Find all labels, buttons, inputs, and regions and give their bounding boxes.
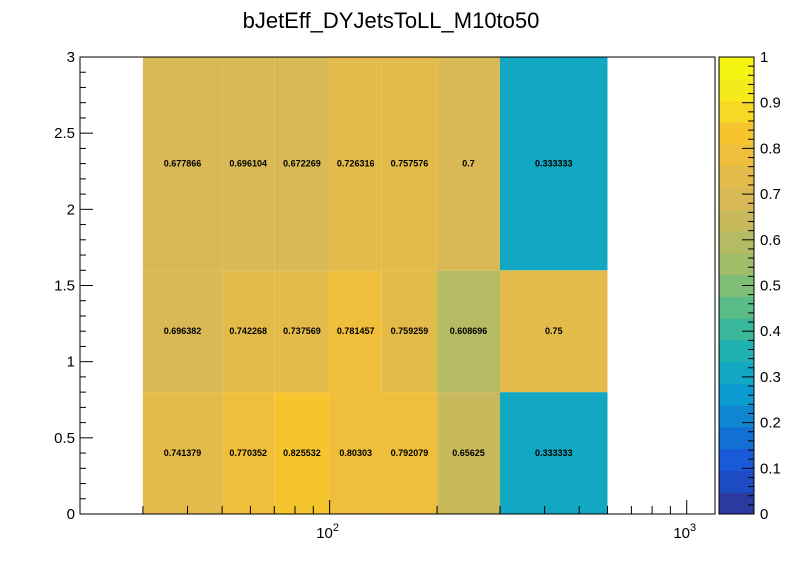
heatmap-cell: [142, 270, 223, 393]
colorbar-tick-label: 0.8: [760, 140, 781, 157]
heatmap-cell: [274, 270, 330, 393]
colorbar-tick-label: 0.4: [760, 323, 781, 340]
heatmap-cell: [329, 270, 382, 393]
heatmap-cell: [499, 392, 608, 514]
colorbar-swatch: [719, 448, 754, 471]
cell-value-label: 0.781457: [337, 326, 375, 336]
colorbar-swatch: [719, 57, 754, 80]
heatmap-cell: [222, 57, 275, 271]
cell-value-label: 0.741379: [164, 448, 202, 458]
cell-value-label: 0.80303: [339, 448, 372, 458]
cell-value-label: 0.742268: [229, 326, 267, 336]
heatmap-cell: [499, 57, 608, 271]
colorbar-swatch: [719, 361, 754, 384]
cell-value-label: 0.770352: [229, 448, 267, 458]
cell-value-label: 0.333333: [535, 448, 573, 458]
colorbar-swatch: [719, 122, 754, 145]
cell-value-label: 0.333333: [535, 159, 573, 169]
cell-value-label: 0.65625: [452, 448, 485, 458]
y-tick-label: 1.5: [54, 278, 75, 295]
heatmap-cell: [499, 270, 608, 393]
cell-value-label: 0.792079: [391, 448, 429, 458]
heatmap-cell: [222, 270, 275, 393]
cell-value-label: 0.737569: [283, 326, 321, 336]
colorbar-swatch: [719, 296, 754, 319]
colorbar-swatch: [719, 165, 754, 189]
cell-value-label: 0.608696: [450, 326, 488, 336]
colorbar-tick-label: 0.9: [760, 95, 781, 112]
colorbar-tick-label: 0.7: [760, 186, 781, 203]
y-tick-label: 3: [67, 49, 75, 66]
heatmap-cell: [274, 392, 330, 514]
colorbar-tick-label: 0.5: [760, 278, 781, 295]
x-tick-base: 10: [316, 525, 333, 542]
cell-value-label: 0.726316: [337, 159, 375, 169]
colorbar-tick-label: 1: [760, 49, 768, 66]
heatmap-cell: [329, 57, 382, 271]
colorbar-swatch: [719, 252, 754, 276]
y-tick-label: 0: [67, 506, 75, 523]
x-tick-exponent: 2: [333, 522, 339, 534]
heatmap-cell: [437, 57, 500, 271]
colorbar-tick-label: 0.1: [760, 460, 781, 477]
cell-value-label: 0.757576: [391, 159, 429, 169]
heatmap-cell: [222, 392, 275, 514]
colorbar-swatch: [719, 492, 754, 515]
heatmap-cell: [142, 392, 223, 514]
colorbar-swatch: [719, 187, 754, 210]
colorbar-swatch: [719, 78, 754, 102]
heatmap-cell: [437, 270, 500, 393]
cell-value-label: 0.75: [545, 326, 563, 336]
colorbar-swatch: [719, 274, 754, 297]
heatmap-cells: [142, 57, 608, 514]
y-tick-label: 0.5: [54, 430, 75, 447]
heatmap-cell: [381, 270, 438, 393]
colorbar-swatch: [719, 144, 754, 167]
x-tick-label: 102: [316, 522, 339, 542]
colorbar-swatch: [719, 209, 754, 232]
x-tick-exponent: 3: [690, 522, 696, 534]
cell-value-labels: 0.741379 0.770352 0.825532 0.80303 0.792079 0…: [164, 159, 573, 458]
cell-value-label: 0.7: [462, 159, 475, 169]
cell-value-label: 0.696382: [164, 326, 202, 336]
heatmap-cell: [437, 392, 500, 514]
cell-value-label: 0.696104: [229, 159, 267, 169]
y-tick-label: 1: [67, 354, 75, 371]
colorbar-swatch: [719, 426, 754, 450]
chart-title: bJetEff_DYJetsToLL_M10to50: [243, 8, 540, 33]
colorbar-swatch: [719, 318, 754, 341]
y-tick-label: 2.5: [54, 125, 75, 142]
cell-value-label: 0.825532: [283, 448, 321, 458]
colorbar-tick-label: 0.6: [760, 232, 781, 249]
heatmap-cell: [142, 57, 223, 271]
colorbar: 0 0.1 0.2 0.3 0.4 0.5 0.6 0.7 0.8 0.9 1: [718, 49, 781, 523]
colorbar-tick-label: 0.2: [760, 415, 781, 432]
y-tick-label: 2: [67, 201, 75, 218]
colorbar-swatch: [719, 383, 754, 406]
colorbar-tick-label: 0.3: [760, 369, 781, 386]
cell-value-label: 0.672269: [283, 159, 321, 169]
heatmap-cell: [381, 392, 438, 514]
x-tick-base: 10: [673, 525, 690, 542]
heatmap-cell: [381, 57, 438, 271]
colorbar-swatch: [719, 470, 754, 493]
colorbar-swatch: [719, 231, 754, 254]
heatmap-cell: [274, 57, 330, 271]
cell-value-label: 0.759259: [391, 326, 429, 336]
colorbar-swatch: [719, 100, 754, 123]
heatmap-cell: [329, 392, 382, 514]
colorbar-swatch: [719, 405, 754, 428]
cell-value-label: 0.677866: [164, 159, 202, 169]
colorbar-swatch: [719, 339, 754, 363]
colorbar-tick-label: 0: [760, 506, 768, 523]
x-tick-label: 103: [673, 522, 696, 542]
